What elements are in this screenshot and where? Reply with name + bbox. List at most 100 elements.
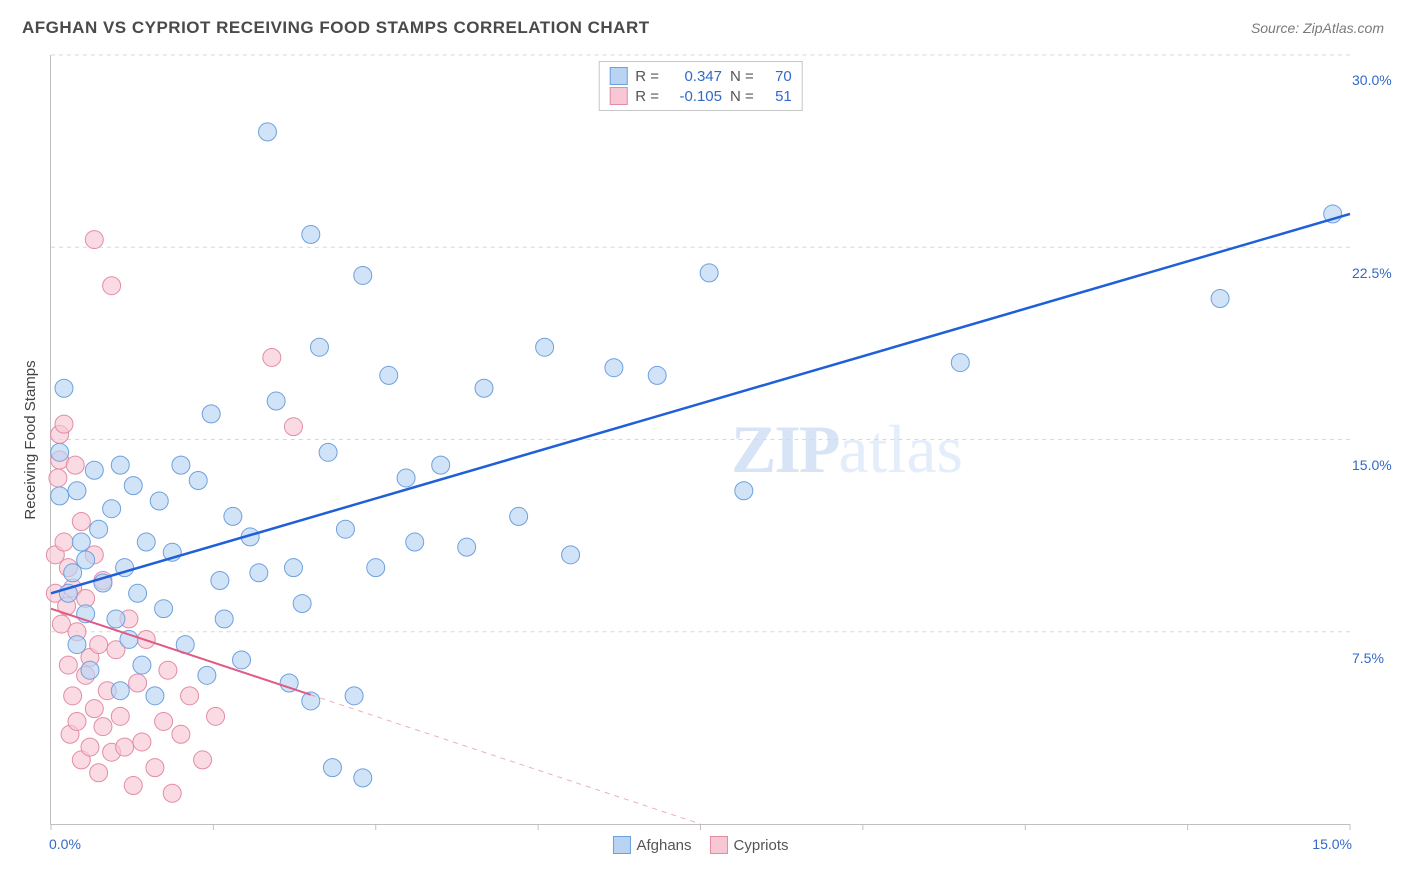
data-point <box>107 610 125 628</box>
legend-label-afghans: Afghans <box>636 837 691 854</box>
data-point <box>81 738 99 756</box>
data-point <box>605 359 623 377</box>
data-point <box>124 477 142 495</box>
data-point <box>51 443 69 461</box>
data-point <box>111 707 129 725</box>
data-point <box>562 546 580 564</box>
data-point <box>172 456 190 474</box>
data-point <box>336 520 354 538</box>
data-point <box>284 559 302 577</box>
data-point <box>155 600 173 618</box>
data-point <box>146 759 164 777</box>
n-label: N = <box>730 88 754 105</box>
data-point <box>111 456 129 474</box>
data-point <box>85 461 103 479</box>
data-point <box>951 354 969 372</box>
r-label: R = <box>635 68 659 85</box>
data-point <box>55 415 73 433</box>
data-point <box>354 769 372 787</box>
data-point <box>137 533 155 551</box>
data-point <box>51 487 69 505</box>
data-point <box>406 533 424 551</box>
data-point <box>68 482 86 500</box>
data-point <box>475 379 493 397</box>
data-point <box>1211 290 1229 308</box>
data-point <box>735 482 753 500</box>
scatter-svg <box>51 55 1350 824</box>
swatch-afghans <box>609 67 627 85</box>
data-point <box>72 513 90 531</box>
chart-source: Source: ZipAtlas.com <box>1251 20 1384 36</box>
data-point <box>189 472 207 490</box>
data-point <box>124 777 142 795</box>
data-point <box>648 366 666 384</box>
data-point <box>224 507 242 525</box>
data-point <box>68 636 86 654</box>
y-tick-label: 7.5% <box>1352 650 1400 666</box>
data-point <box>133 733 151 751</box>
trend-line-cypriots-dashed <box>311 695 701 824</box>
stat-legend: R = 0.347 N = 70 R = -0.105 N = 51 <box>598 61 803 111</box>
data-point <box>155 712 173 730</box>
swatch-cypriots-icon <box>710 836 728 854</box>
chart-header: AFGHAN VS CYPRIOT RECEIVING FOOD STAMPS … <box>22 18 1384 38</box>
x-axis-min-label: 0.0% <box>49 836 81 852</box>
y-axis-title: Receiving Food Stamps <box>22 360 39 519</box>
y-tick-label: 30.0% <box>1352 72 1400 88</box>
data-point <box>263 348 281 366</box>
data-point <box>367 559 385 577</box>
data-point <box>700 264 718 282</box>
stat-row-cypriots: R = -0.105 N = 51 <box>609 86 792 106</box>
data-point <box>198 666 216 684</box>
data-point <box>233 651 251 669</box>
data-point <box>77 551 95 569</box>
data-point <box>81 661 99 679</box>
data-point <box>319 443 337 461</box>
chart-plot-area: ZIPatlas 7.5%15.0%22.5%30.0% 0.0% 15.0% … <box>50 55 1350 825</box>
data-point <box>103 277 121 295</box>
r-value-cypriots: -0.105 <box>667 88 722 105</box>
data-point <box>66 456 84 474</box>
r-value-afghans: 0.347 <box>667 68 722 85</box>
data-point <box>85 231 103 249</box>
r-label: R = <box>635 88 659 105</box>
swatch-cypriots <box>609 87 627 105</box>
data-point <box>72 533 90 551</box>
x-axis-max-label: 15.0% <box>1312 836 1352 852</box>
data-point <box>310 338 328 356</box>
data-point <box>64 687 82 705</box>
data-point <box>85 700 103 718</box>
n-value-cypriots: 51 <box>762 88 792 105</box>
data-point <box>129 584 147 602</box>
data-point <box>163 784 181 802</box>
data-point <box>90 636 108 654</box>
data-point <box>103 500 121 518</box>
data-point <box>284 418 302 436</box>
data-point <box>536 338 554 356</box>
data-point <box>215 610 233 628</box>
y-tick-label: 22.5% <box>1352 265 1400 281</box>
data-point <box>293 595 311 613</box>
data-point <box>133 656 151 674</box>
data-point <box>432 456 450 474</box>
data-point <box>323 759 341 777</box>
stat-row-afghans: R = 0.347 N = 70 <box>609 66 792 86</box>
data-point <box>380 366 398 384</box>
data-point <box>94 718 112 736</box>
data-point <box>458 538 476 556</box>
data-point <box>49 469 67 487</box>
legend-label-cypriots: Cypriots <box>734 837 789 854</box>
legend-item-afghans: Afghans <box>612 836 691 854</box>
data-point <box>111 682 129 700</box>
data-point <box>397 469 415 487</box>
data-point <box>90 764 108 782</box>
data-point <box>150 492 168 510</box>
data-point <box>354 266 372 284</box>
data-point <box>181 687 199 705</box>
data-point <box>510 507 528 525</box>
swatch-afghans-icon <box>612 836 630 854</box>
data-point <box>90 520 108 538</box>
data-point <box>116 738 134 756</box>
data-point <box>194 751 212 769</box>
data-point <box>302 225 320 243</box>
